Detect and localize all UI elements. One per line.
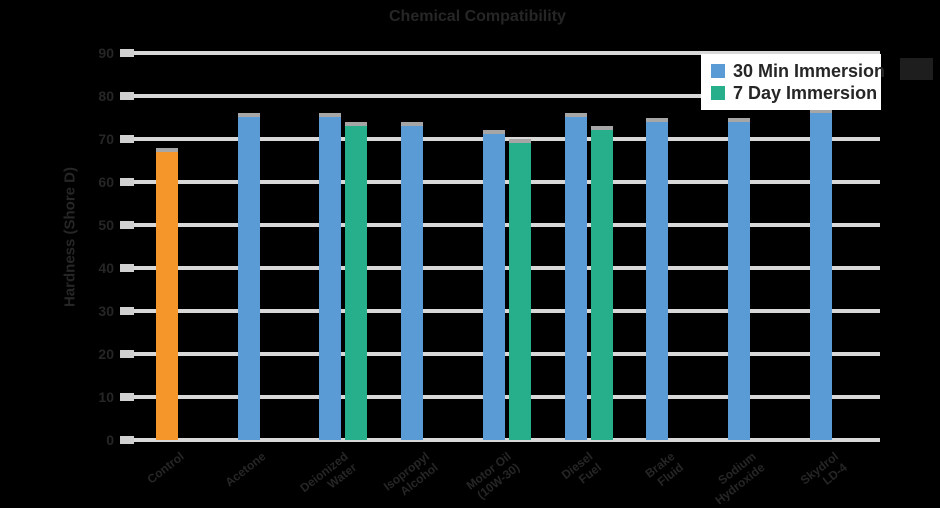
- x-tick-label: Acetone: [222, 449, 269, 490]
- chart-title: Chemical Compatibility: [389, 8, 566, 25]
- bar-30min-1: [237, 113, 260, 440]
- bar-30min-7: [727, 117, 750, 440]
- legend-label-7day: 7 Day Immersion: [733, 82, 878, 103]
- bar-30min-3: [401, 121, 424, 440]
- y-tick-label: 20: [98, 346, 114, 362]
- bar-30min-5: [564, 113, 587, 440]
- y-tick-mark: [120, 49, 134, 57]
- y-tick-label: 50: [98, 217, 114, 233]
- y-tick-label: 0: [106, 432, 114, 448]
- legend-entry-7day: 7 Day Immersion: [711, 82, 877, 104]
- y-tick-mark: [120, 135, 134, 143]
- dark-overlay-artifact: [900, 58, 933, 80]
- bar-30min-6: [646, 117, 669, 440]
- x-tick-label: Skydrol LD-4: [797, 449, 850, 488]
- y-tick-label: 10: [98, 389, 114, 405]
- y-tick-mark: [120, 178, 134, 186]
- legend-swatch-blue: [711, 64, 725, 78]
- y-tick-mark: [120, 307, 134, 315]
- bar-7day-2: [345, 121, 368, 440]
- bar-30min-2: [319, 113, 342, 440]
- y-tick-mark: [120, 264, 134, 272]
- y-tick-mark: [120, 393, 134, 401]
- y-tick-label: 40: [98, 260, 114, 276]
- gridline: [121, 51, 880, 55]
- legend-label-30min: 30 Min Immersion: [733, 60, 886, 81]
- legend-entry-30min: 30 Min Immersion: [711, 60, 885, 82]
- x-tick-label: Isopropyl Alcohol: [380, 449, 441, 499]
- y-tick-mark: [120, 221, 134, 229]
- x-tick-label: Sodium Hydroxide: [712, 449, 768, 508]
- bar-7day-5: [590, 126, 613, 440]
- bar-7day-4: [508, 139, 531, 440]
- gridline: [121, 94, 880, 98]
- y-tick-label: 30: [98, 303, 114, 319]
- chart: Chemical Compatibility Hardness (Shore D…: [62, 8, 933, 507]
- x-tick-label: Motor Oil (10W-30): [463, 449, 523, 502]
- x-tick-label: Deionized Water: [297, 449, 359, 496]
- y-tick-label: 60: [98, 174, 114, 190]
- x-tick-label: Diesel Fuel: [559, 449, 604, 487]
- y-tick-mark: [120, 436, 134, 444]
- y-tick-label: 70: [98, 131, 114, 147]
- y-tick-mark: [120, 92, 134, 100]
- y-tick-label: 90: [98, 45, 114, 61]
- bar-30min-4: [482, 130, 505, 440]
- legend: 30 Min Immersion 7 Day Immersion: [701, 54, 885, 110]
- bar-control-0: [156, 147, 178, 440]
- y-tick-label: 80: [98, 88, 114, 104]
- gridline: [121, 438, 880, 442]
- legend-swatch-green: [711, 86, 725, 100]
- bar-30min-8: [809, 108, 832, 440]
- x-tick-label: Control: [144, 449, 188, 487]
- y-tick-mark: [120, 350, 134, 358]
- x-tick-label: Brake Fluid: [642, 449, 686, 489]
